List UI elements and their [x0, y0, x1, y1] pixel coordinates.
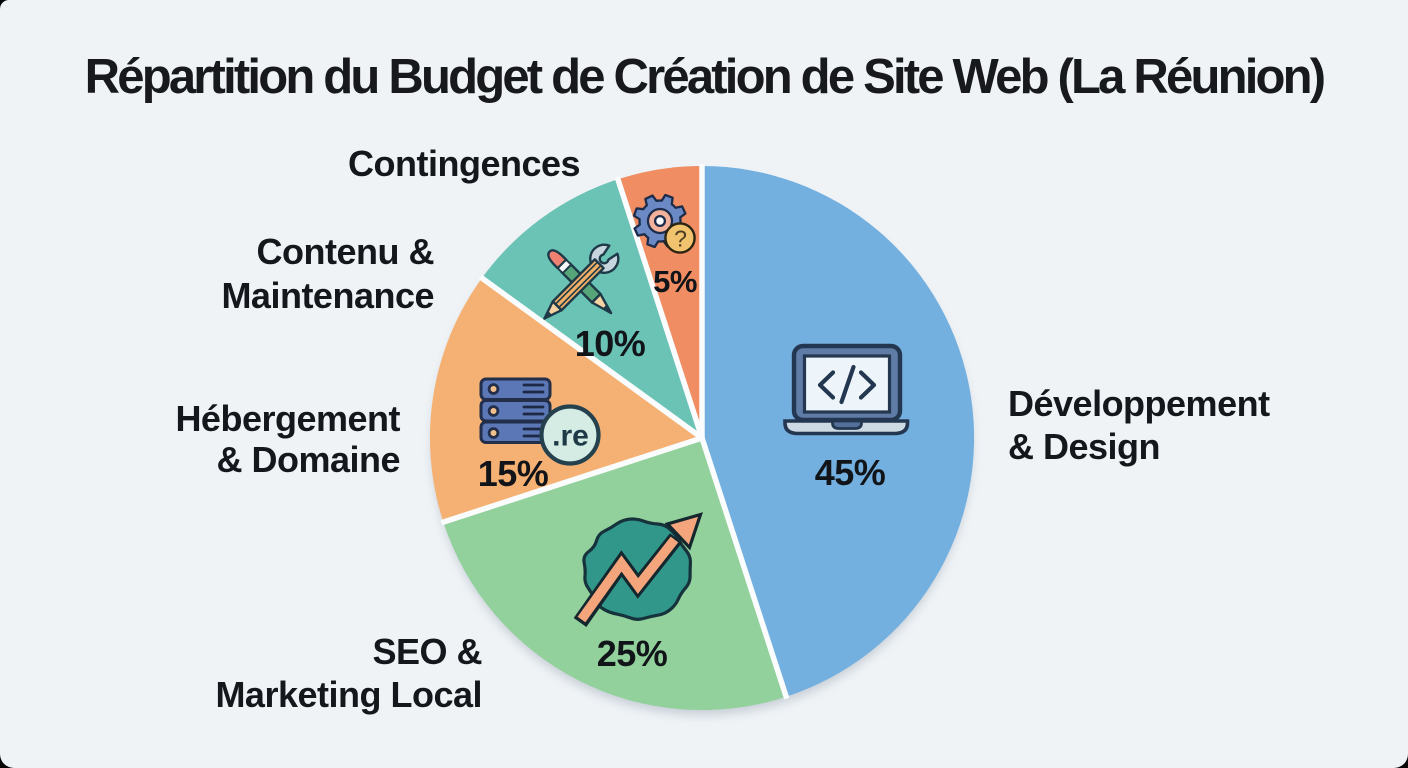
svg-text:?: ? [674, 226, 687, 252]
svg-text:.re: .re [552, 420, 589, 453]
